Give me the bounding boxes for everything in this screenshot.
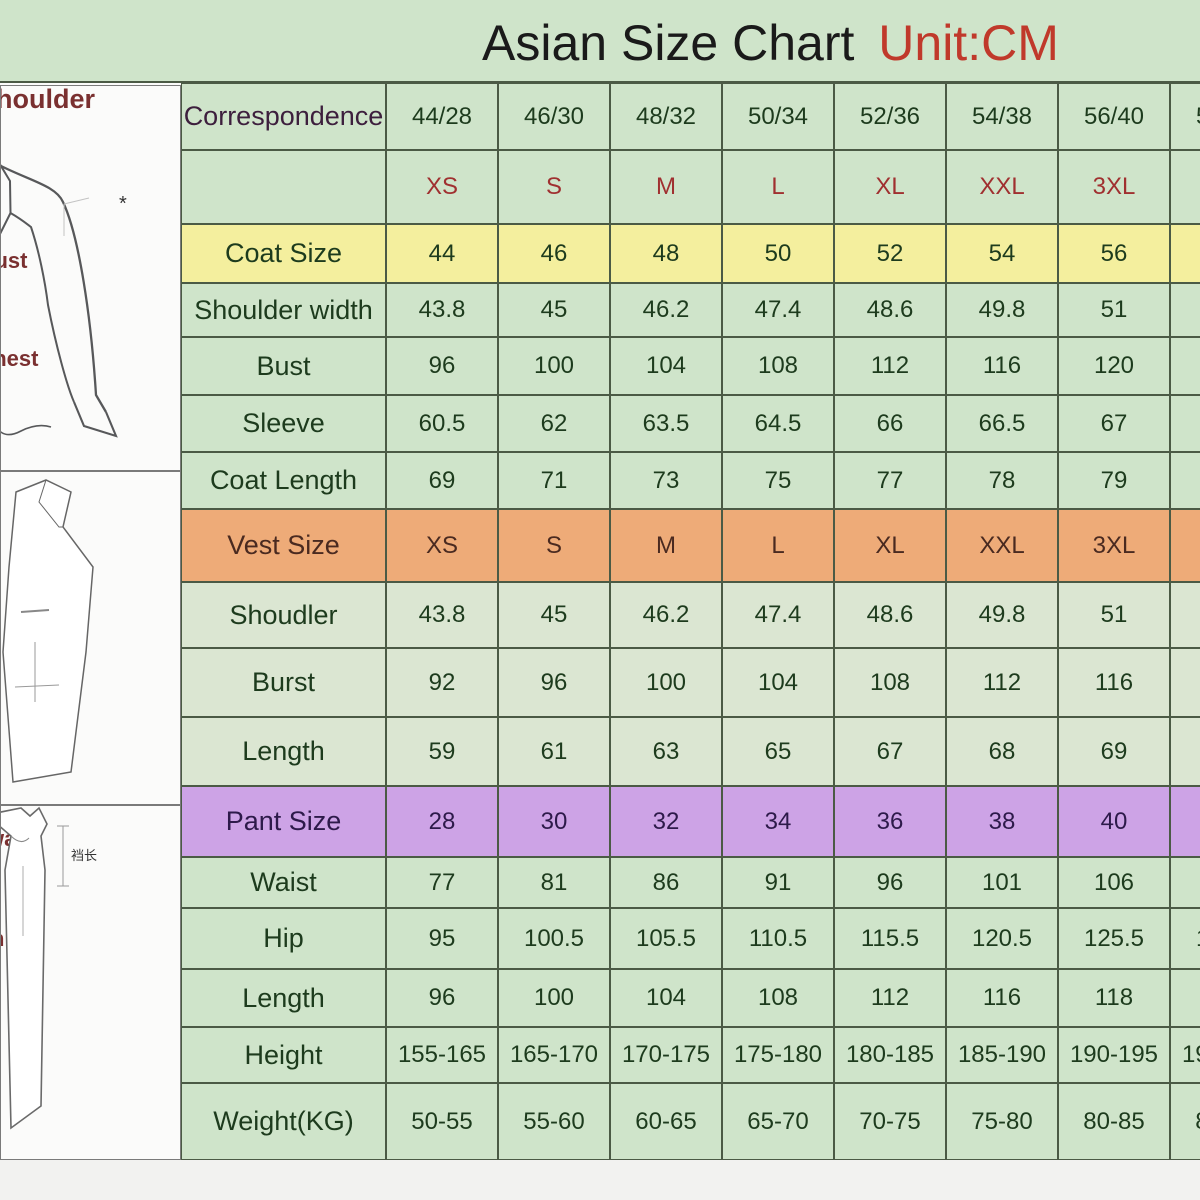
svg-text:*: * [119, 193, 127, 215]
svg-text:bust: bust [1, 248, 28, 273]
svg-text:chest: chest [1, 346, 39, 371]
svg-text:裆长: 裆长 [71, 848, 97, 863]
svg-text:shoulder: shoulder [1, 86, 96, 114]
